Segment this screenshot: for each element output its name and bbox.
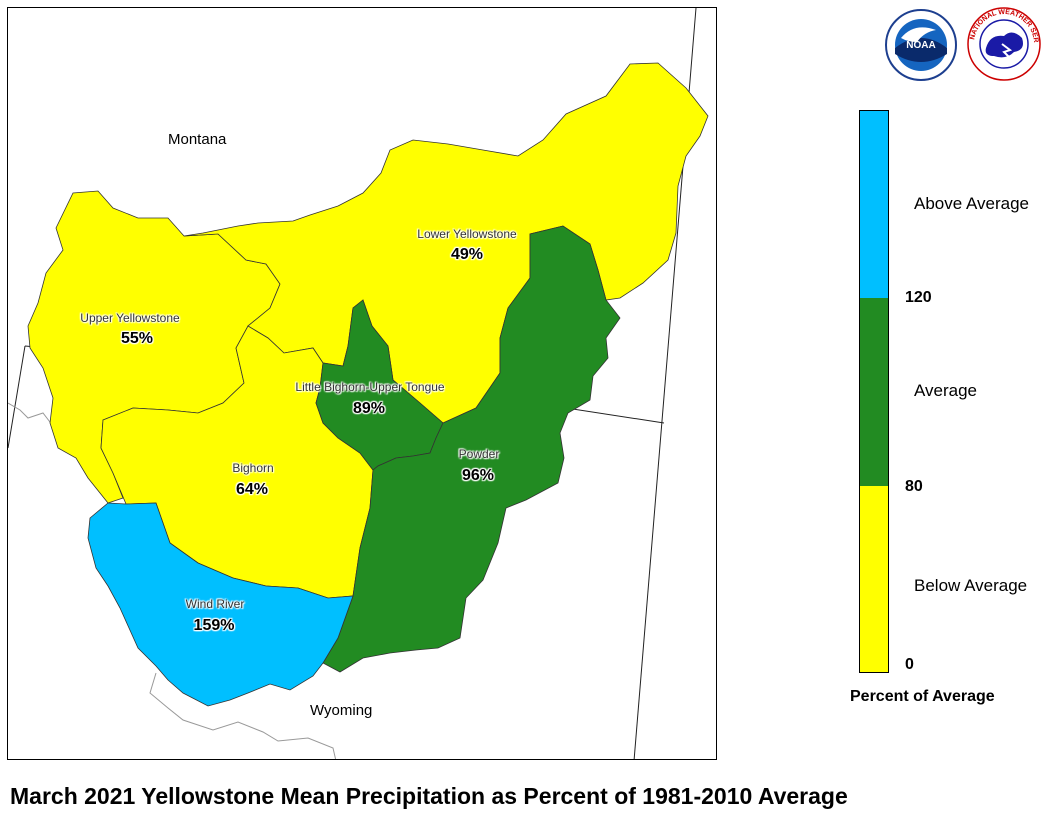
basin-label-powder: Powder	[458, 447, 500, 461]
legend-label-below-average: Below Average	[914, 576, 1028, 595]
west-state-border	[8, 345, 26, 449]
basin-label-lower-yellowstone: Lower Yellowstone	[417, 227, 517, 241]
legend-swatch-below-average	[860, 486, 888, 672]
legend-swatch-average	[860, 298, 888, 486]
legend-swatch-above-average	[860, 111, 888, 298]
legend-tick-0: 0	[905, 656, 914, 673]
basin-shape-powder	[322, 225, 621, 673]
basin-shape-wind-river	[87, 502, 354, 707]
legend-color-bar	[859, 110, 889, 673]
legend-label-average: Average	[914, 381, 978, 400]
basin-label-bighorn: Bighorn	[232, 461, 274, 475]
basin-value-upper-yellowstone: 55%	[120, 330, 154, 347]
basin-label-upper-yellowstone: Upper Yellowstone	[80, 311, 180, 325]
svg-text:NOAA: NOAA	[906, 40, 935, 51]
nws-logo: NATIONAL WEATHER SERVICE	[963, 1, 1042, 82]
noaa-logo: NOAA	[884, 8, 958, 82]
basin-value-wind-river: 159%	[193, 617, 235, 634]
minor-boundaries	[8, 402, 337, 759]
basin-value-bighorn: 64%	[235, 481, 269, 498]
basin-label-little-bighorn-upper-tongue: Little Bighorn-Upper Tongue	[295, 380, 445, 394]
legend-tick-80: 80	[905, 478, 923, 495]
state-label-wyoming: Wyoming	[310, 702, 373, 719]
basin-map	[8, 8, 709, 759]
noaa-logo-icon: NOAA	[885, 9, 957, 81]
basin-label-wind-river: Wind River	[185, 597, 245, 611]
basin-value-lower-yellowstone: 49%	[450, 246, 484, 263]
basin-value-little-bighorn-upper-tongue: 89%	[352, 400, 386, 417]
nws-logo-icon: NATIONAL WEATHER SERVICE	[963, 1, 1041, 81]
legend-label-above-average: Above Average	[914, 194, 1029, 213]
basin-value-powder: 96%	[461, 467, 495, 484]
legend-tick-120: 120	[905, 289, 932, 306]
map-panel: Montana Wyoming Upper Yellowstone 55% Lo…	[7, 7, 717, 760]
legend-title: Percent of Average	[850, 688, 995, 705]
state-label-montana: Montana	[168, 131, 227, 148]
page-title: March 2021 Yellowstone Mean Precipitatio…	[10, 783, 848, 809]
